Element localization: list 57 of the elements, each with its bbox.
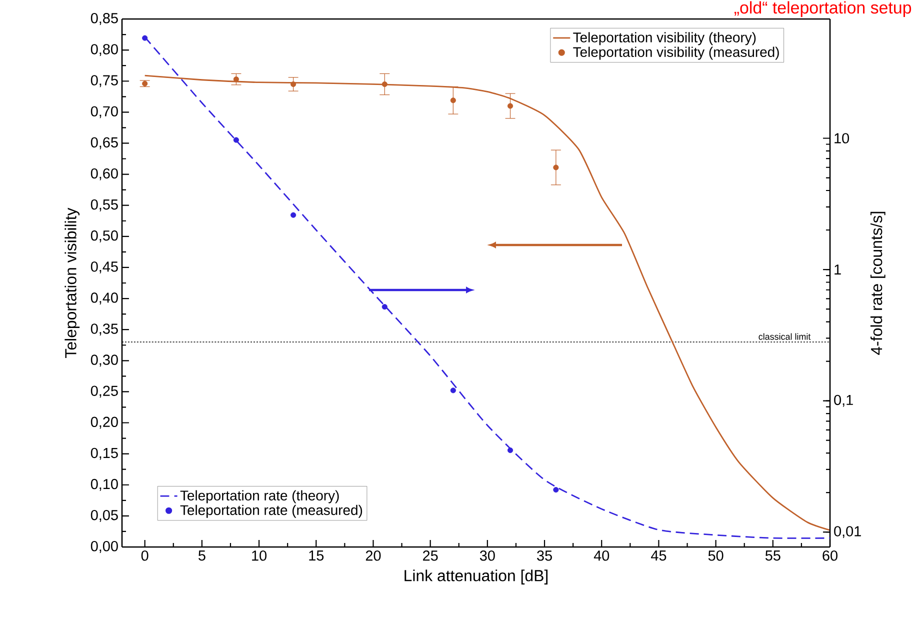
x-tick-label: 35 bbox=[537, 550, 552, 561]
y-tick-label: 0,65 bbox=[90, 137, 118, 150]
x-tick-label: 20 bbox=[366, 550, 381, 561]
x-tick-label: 0 bbox=[141, 550, 148, 561]
point bbox=[553, 487, 559, 493]
y2-tick-label: 1 bbox=[834, 264, 841, 274]
x-tick-label: 25 bbox=[423, 550, 438, 561]
y2-tick-label: 10 bbox=[834, 133, 850, 144]
point bbox=[142, 35, 148, 41]
y-tick-label: 0,60 bbox=[90, 168, 118, 180]
legend-label: Teleportation rate (measured) bbox=[180, 504, 362, 518]
y-tick-label: 0,55 bbox=[90, 199, 118, 212]
chart-title: „old“ teleportation setup bbox=[734, 1, 912, 17]
y-tick-label: 0,05 bbox=[90, 510, 118, 522]
y-tick-label: 0,80 bbox=[90, 44, 118, 56]
y-tick-label: 0,85 bbox=[90, 13, 118, 25]
point bbox=[290, 212, 296, 218]
point bbox=[142, 80, 148, 86]
point bbox=[553, 164, 559, 170]
y2-axis-title: 4-fold rate [counts/s] bbox=[870, 212, 886, 355]
x-tick-label: 5 bbox=[198, 550, 206, 561]
y2-tick-label: 0,1 bbox=[834, 394, 853, 407]
legend-label: Teleportation visibility (theory) bbox=[573, 32, 756, 46]
point bbox=[290, 81, 296, 88]
y-tick-label: 0,75 bbox=[90, 75, 118, 88]
x-tick-label: 60 bbox=[822, 550, 838, 561]
point bbox=[233, 137, 239, 143]
x-tick-label: 55 bbox=[765, 550, 780, 561]
y-tick-label: 0,50 bbox=[90, 230, 118, 242]
x-tick-label: 30 bbox=[480, 550, 495, 561]
point bbox=[382, 81, 388, 88]
y-tick-label: 0,20 bbox=[90, 416, 118, 429]
point bbox=[382, 304, 388, 310]
y-tick-label: 0,15 bbox=[90, 448, 118, 460]
y-tick-label: 0,45 bbox=[90, 261, 118, 274]
x-tick-label: 15 bbox=[309, 550, 324, 561]
y-tick-label: 0,10 bbox=[90, 478, 118, 491]
point bbox=[450, 98, 456, 104]
legend-label: Teleportation rate (theory) bbox=[180, 490, 339, 504]
x-axis-title: Link attenuation [dB] bbox=[404, 570, 548, 584]
y2-tick-label: 0,01 bbox=[834, 526, 861, 538]
legend-label: Teleportation visibility (measured) bbox=[573, 46, 779, 60]
ref-line-label: classical limit bbox=[758, 333, 811, 340]
x-tick-label: 50 bbox=[708, 550, 724, 561]
y-axis-title: Teleportation visibility bbox=[64, 208, 80, 358]
point bbox=[507, 447, 514, 454]
x-tick-label: 45 bbox=[651, 550, 666, 561]
x-tick-label: 40 bbox=[594, 550, 610, 561]
point bbox=[450, 388, 456, 394]
x-tick-label: 10 bbox=[252, 550, 266, 561]
y-tick-label: 0,70 bbox=[90, 106, 118, 118]
point bbox=[507, 103, 514, 109]
y-tick-label: 0,40 bbox=[90, 292, 118, 304]
y-tick-label: 0,00 bbox=[90, 541, 118, 553]
y-tick-label: 0,35 bbox=[90, 324, 118, 336]
y-tick-label: 0,30 bbox=[90, 354, 118, 367]
y-tick-label: 0,25 bbox=[90, 386, 118, 398]
